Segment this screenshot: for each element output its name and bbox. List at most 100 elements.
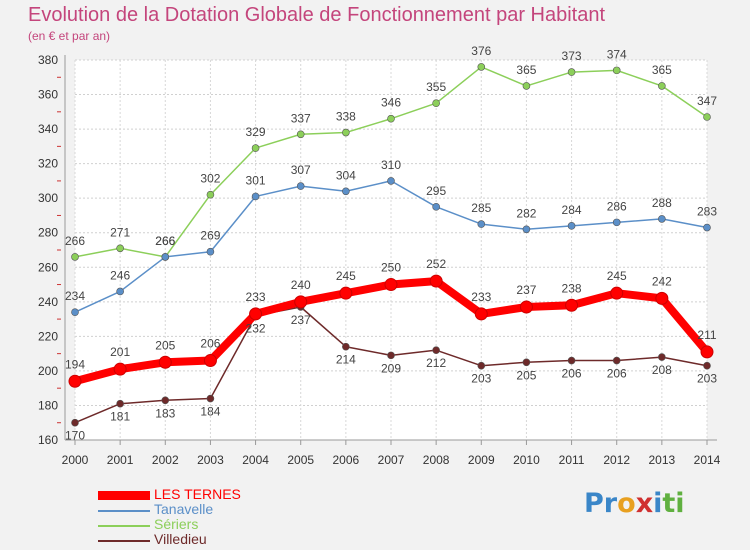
data-point bbox=[339, 286, 353, 300]
data-point bbox=[429, 274, 443, 288]
data-label: 238 bbox=[562, 281, 582, 295]
data-point bbox=[71, 418, 79, 427]
y-tick-label: 180 bbox=[38, 398, 58, 412]
data-label: 205 bbox=[155, 338, 175, 352]
data-point bbox=[116, 399, 124, 408]
data-label: 373 bbox=[562, 49, 582, 63]
data-label: 346 bbox=[381, 96, 401, 110]
series-layer bbox=[68, 63, 714, 427]
data-point bbox=[612, 66, 621, 75]
data-label: 365 bbox=[652, 63, 672, 77]
data-label: 282 bbox=[516, 206, 536, 220]
data-label: 285 bbox=[471, 201, 491, 215]
data-label: 183 bbox=[155, 406, 175, 420]
data-label: 271 bbox=[110, 225, 130, 239]
data-label: 206 bbox=[562, 367, 582, 381]
data-label: 304 bbox=[336, 168, 356, 182]
data-point bbox=[71, 308, 79, 316]
data-point bbox=[612, 218, 621, 227]
data-point bbox=[655, 291, 669, 305]
data-label: 208 bbox=[652, 363, 672, 377]
data-label: 338 bbox=[336, 110, 356, 124]
data-point bbox=[658, 215, 666, 223]
x-tick-label: 2008 bbox=[423, 453, 450, 467]
data-label: 302 bbox=[200, 172, 220, 186]
x-tick-label: 2007 bbox=[378, 453, 405, 467]
data-label: 206 bbox=[200, 337, 220, 351]
data-label: 194 bbox=[65, 357, 85, 371]
data-label: 212 bbox=[426, 356, 446, 370]
data-label: 337 bbox=[291, 111, 311, 125]
x-tick-label: 2011 bbox=[559, 453, 585, 467]
data-point bbox=[116, 244, 124, 253]
data-point bbox=[251, 192, 260, 201]
data-point bbox=[249, 307, 263, 321]
x-tick-label: 2001 bbox=[107, 453, 134, 467]
legend-swatch bbox=[98, 525, 150, 527]
data-label: 245 bbox=[336, 269, 356, 283]
x-tick-label: 2004 bbox=[242, 453, 269, 467]
data-point bbox=[384, 278, 398, 292]
x-tick-label: 2005 bbox=[287, 453, 314, 467]
y-tick-label: 320 bbox=[38, 157, 58, 171]
data-label: 376 bbox=[471, 44, 491, 58]
data-point bbox=[161, 253, 170, 261]
data-label: 214 bbox=[336, 353, 356, 367]
data-label: 266 bbox=[155, 234, 175, 248]
legend-swatch bbox=[98, 510, 150, 512]
data-label: 246 bbox=[110, 268, 130, 282]
data-point bbox=[387, 351, 395, 360]
legend-swatch bbox=[98, 540, 150, 542]
data-label: 233 bbox=[471, 290, 491, 304]
data-point bbox=[477, 63, 486, 71]
x-tick-label: 2000 bbox=[62, 453, 89, 467]
legend-label: Sériers bbox=[154, 516, 199, 532]
x-tick-label: 2012 bbox=[603, 453, 630, 467]
legend-label: Tanavelle bbox=[154, 501, 214, 517]
data-label: 203 bbox=[697, 372, 717, 386]
data-point bbox=[567, 356, 576, 365]
data-label: 211 bbox=[697, 328, 716, 342]
data-point bbox=[567, 68, 576, 76]
y-tick-label: 360 bbox=[38, 88, 58, 102]
x-tick-label: 2003 bbox=[197, 453, 224, 467]
data-point bbox=[522, 358, 531, 367]
data-label: 206 bbox=[607, 367, 627, 381]
data-label: 284 bbox=[562, 203, 582, 217]
data-point bbox=[342, 342, 350, 351]
data-label: 266 bbox=[155, 234, 175, 248]
y-tick-label: 240 bbox=[38, 295, 58, 309]
x-tick-label: 2002 bbox=[152, 453, 179, 467]
chart-subtitle: (en € et par an) bbox=[28, 29, 111, 43]
y-tick-label: 280 bbox=[38, 226, 58, 240]
data-label: 245 bbox=[607, 269, 627, 283]
data-point bbox=[158, 355, 172, 369]
data-label: 329 bbox=[246, 125, 266, 139]
data-point bbox=[432, 346, 440, 354]
data-label: 170 bbox=[65, 429, 85, 443]
data-label: 233 bbox=[246, 290, 266, 304]
data-label: 232 bbox=[246, 322, 266, 336]
data-label: 237 bbox=[291, 313, 311, 327]
data-point bbox=[658, 353, 666, 361]
data-point bbox=[519, 300, 533, 314]
data-point bbox=[474, 307, 488, 321]
data-point bbox=[477, 361, 486, 370]
data-point bbox=[703, 361, 711, 370]
data-label: 266 bbox=[65, 234, 85, 248]
data-label: 347 bbox=[697, 94, 717, 108]
x-tick-label: 2010 bbox=[513, 453, 540, 467]
y-tick-label: 220 bbox=[38, 329, 58, 343]
data-label-layer: 266 271 266 302 329 337 338 346 355 376 365 373 374 3… bbox=[65, 44, 717, 443]
data-label: 205 bbox=[516, 368, 536, 382]
data-point bbox=[68, 374, 82, 388]
data-point bbox=[432, 99, 440, 107]
data-label: 269 bbox=[200, 229, 220, 243]
data-point bbox=[294, 295, 308, 309]
data-point bbox=[71, 253, 79, 261]
x-tick-label: 2006 bbox=[333, 453, 360, 467]
data-point bbox=[296, 182, 305, 190]
y-tick-label: 160 bbox=[38, 433, 58, 447]
